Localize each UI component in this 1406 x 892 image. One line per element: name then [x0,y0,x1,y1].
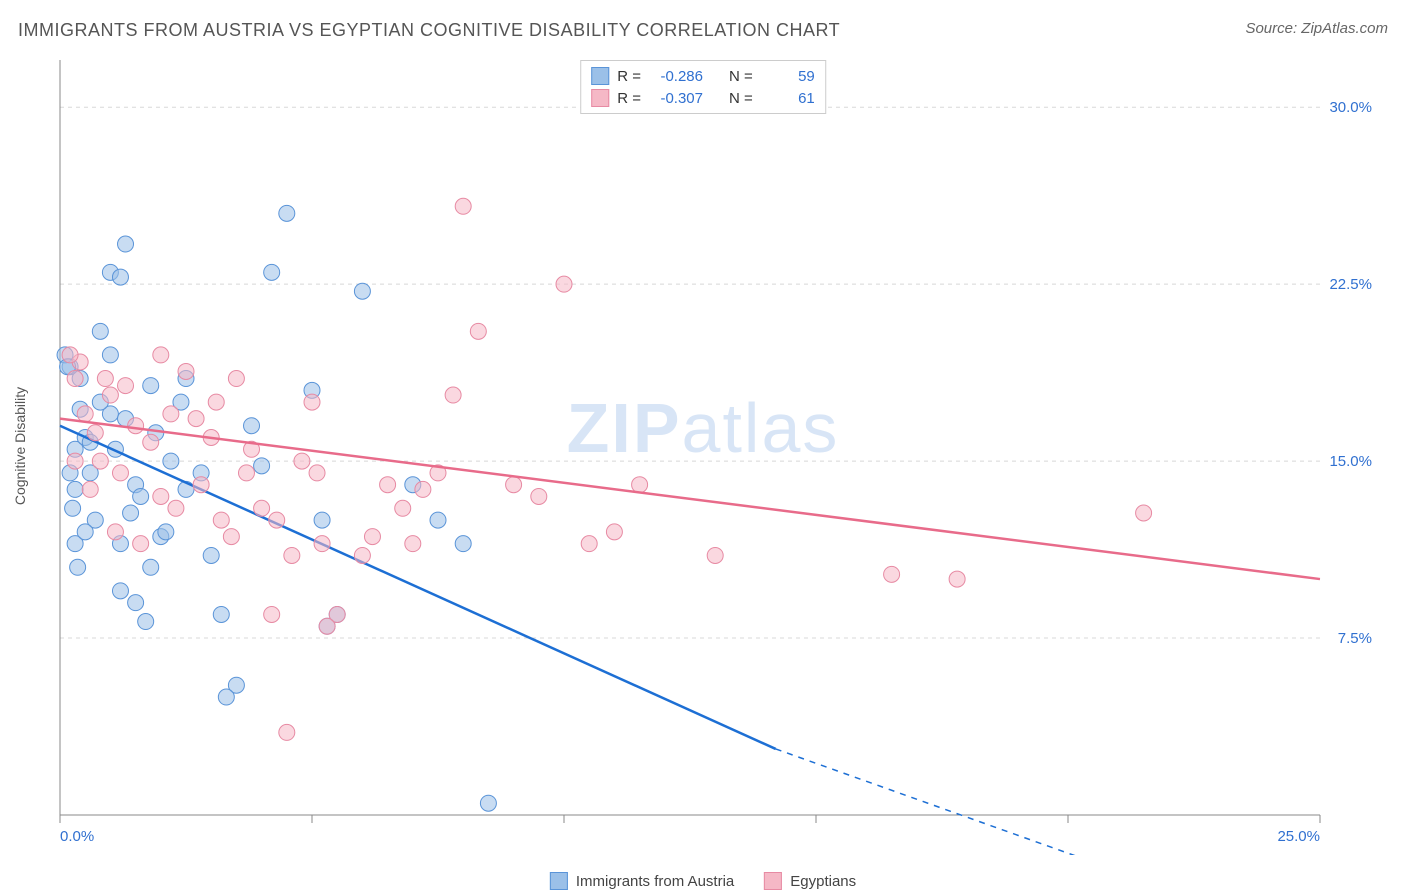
svg-text:30.0%: 30.0% [1329,99,1372,116]
legend-r-label: R = [617,68,641,85]
legend-swatch-1 [591,89,609,107]
chart-svg: 0.0% 25.0% 7.5% 15.0% 22.5% 30.0% [50,55,1380,855]
legend-r-label: R = [617,90,641,107]
legend-n-value-0: 59 [765,68,815,85]
legend-series-item-0: Immigrants from Austria [550,872,734,890]
legend-series-item-1: Egyptians [764,872,856,890]
svg-text:7.5%: 7.5% [1338,630,1372,647]
legend-stats: R = -0.286 N = 59 R = -0.307 N = 61 [580,60,826,114]
legend-stats-row-0: R = -0.286 N = 59 [591,65,815,87]
legend-swatch-egyptians [764,872,782,890]
legend-n-label: N = [729,90,753,107]
legend-stats-row-1: R = -0.307 N = 61 [591,87,815,109]
legend-n-label: N = [729,68,753,85]
legend-n-value-1: 61 [765,90,815,107]
svg-text:0.0%: 0.0% [60,828,94,845]
svg-text:25.0%: 25.0% [1277,828,1320,845]
y-axis-label: Cognitive Disability [12,387,28,505]
chart-container: IMMIGRANTS FROM AUSTRIA VS EGYPTIAN COGN… [0,0,1406,892]
legend-series-label-1: Egyptians [790,873,856,890]
legend-swatch-0 [591,67,609,85]
plot-area: 0.0% 25.0% 7.5% 15.0% 22.5% 30.0% [50,55,1380,855]
legend-series: Immigrants from Austria Egyptians [550,872,856,890]
svg-text:15.0%: 15.0% [1329,453,1372,470]
legend-series-label-0: Immigrants from Austria [576,873,734,890]
legend-swatch-austria [550,872,568,890]
source-attribution: Source: ZipAtlas.com [1245,20,1388,37]
svg-text:22.5%: 22.5% [1329,276,1372,293]
chart-title: IMMIGRANTS FROM AUSTRIA VS EGYPTIAN COGN… [18,20,840,40]
chart-header: IMMIGRANTS FROM AUSTRIA VS EGYPTIAN COGN… [18,20,1388,50]
legend-r-value-0: -0.286 [653,68,703,85]
legend-r-value-1: -0.307 [653,90,703,107]
